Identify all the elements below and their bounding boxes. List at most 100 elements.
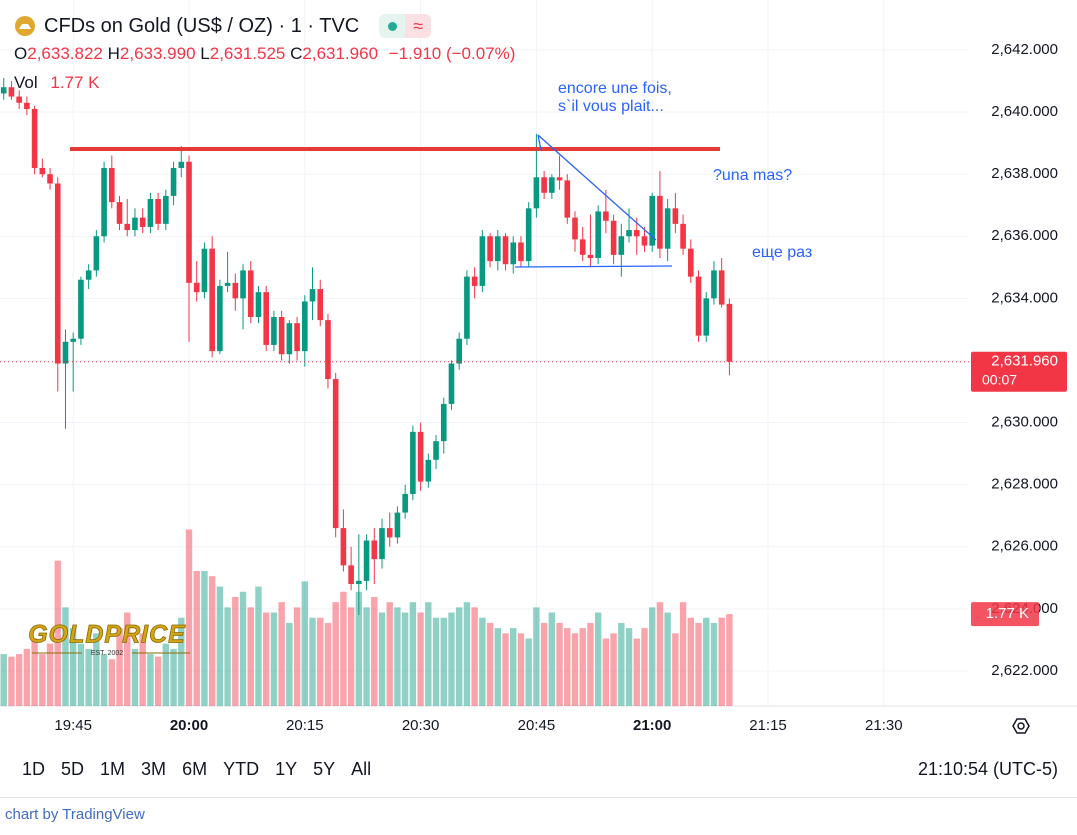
volume-bar (108, 659, 115, 706)
candle-body (541, 177, 547, 193)
volume-bar (293, 607, 301, 706)
candle-body (525, 208, 532, 262)
candle-body (657, 195, 663, 249)
ohlc-row: O2,633.822 H2,633.990 L2,631.525 C2,631.… (14, 44, 515, 64)
candle-body (649, 195, 655, 246)
candle-body (572, 217, 578, 240)
volume-bar (324, 622, 332, 706)
candle-body (147, 199, 154, 227)
volume-bar (85, 648, 92, 706)
volume-bar (401, 612, 409, 706)
candle-body (170, 167, 177, 196)
volume-bar (533, 607, 540, 706)
candle-body (564, 180, 571, 218)
volume-bar (463, 602, 471, 706)
candle-body (549, 177, 555, 193)
candle-body (186, 161, 192, 283)
candle-body (695, 276, 702, 336)
candle-body (471, 276, 478, 286)
trend-line (537, 134, 657, 241)
volume-bar (540, 622, 548, 706)
candle-body (101, 167, 107, 237)
candle-body (332, 379, 339, 529)
volume-bar (70, 628, 77, 706)
volume-bar (394, 607, 401, 706)
volume-name: Vol (14, 73, 38, 92)
volume-bar (185, 529, 193, 706)
candle-body (502, 236, 509, 265)
candle-body (556, 177, 563, 181)
range-bar: 1D 5D 1M 3M 6M YTD 1Y 5Y All (22, 759, 387, 780)
volume-bar (363, 607, 370, 706)
last-price-box (971, 351, 1067, 392)
volume-layer (0, 529, 733, 706)
volume-bar (718, 617, 725, 706)
candle-body (62, 341, 69, 364)
candle-body (688, 248, 694, 277)
volume-bar (116, 628, 123, 706)
volume-bar (471, 607, 478, 706)
settings-shape (1012, 718, 1030, 734)
x-tick-label: 21:30 (865, 717, 903, 734)
change: −1.910 (−0.07%) (388, 44, 516, 63)
volume-bar (432, 617, 440, 706)
market-status (379, 14, 406, 38)
volume-bar (494, 628, 501, 706)
range-button[interactable]: YTD (223, 759, 260, 779)
candle-body (193, 282, 200, 293)
y-tick-label: 2,628.000 (991, 476, 1058, 493)
candle-body (356, 580, 362, 584)
separator (0, 797, 1077, 798)
volume-bar (625, 628, 633, 706)
candle-body (595, 211, 601, 258)
candle-body (255, 292, 262, 317)
range-button[interactable]: 1D (22, 759, 46, 779)
candle-body (533, 177, 540, 209)
volume-bar (425, 602, 432, 706)
volume-bar (178, 617, 185, 706)
settings-icon[interactable] (1012, 718, 1030, 734)
grid (0, 0, 1077, 707)
candle-body (39, 167, 46, 175)
candle-body (294, 323, 300, 352)
candle-body (309, 289, 316, 302)
candle-body (464, 276, 470, 339)
header-title-row: CFDs on Gold (US$ / OZ) · 1 · TVC ≈ (14, 14, 432, 38)
ohlc-value: 2,633.822 (27, 44, 103, 63)
last-price-label: 2,631.960 (991, 353, 1058, 370)
volume-bar (579, 628, 586, 706)
ohlc-value: 2,631.960 (302, 44, 379, 63)
volume-bar (309, 617, 316, 706)
candle-body (16, 96, 22, 103)
volume-bar (39, 654, 46, 706)
volume-bar (147, 654, 154, 706)
volume-bar (77, 643, 85, 706)
candle-body (603, 211, 609, 221)
candle-body (278, 316, 285, 355)
volume-bar (633, 638, 640, 706)
range-button[interactable]: 3M (141, 759, 167, 779)
status-dot (387, 21, 397, 31)
volume-bar (340, 591, 347, 706)
range-button[interactable]: 5Y (313, 759, 336, 779)
credit[interactable]: chart by TradingView (5, 806, 145, 823)
volume-bar (239, 591, 247, 706)
range-button[interactable]: 1Y (275, 759, 298, 779)
range-button[interactable]: All (351, 759, 372, 779)
y-tick-label: 2,622.000 (991, 662, 1058, 679)
annotation: ?una mas? (713, 167, 792, 184)
range-button[interactable]: 1M (100, 759, 126, 779)
candle-body (618, 236, 625, 255)
volume-bar (93, 633, 100, 706)
status-pill[interactable]: ≈ (379, 14, 432, 38)
candle-body (664, 208, 671, 249)
range-button[interactable]: 5D (61, 759, 85, 779)
candle-body (93, 236, 100, 271)
candle-body (217, 285, 223, 352)
y-tick-label: 2,630.000 (991, 414, 1058, 431)
candle-body (386, 528, 393, 538)
candle-body (85, 270, 92, 280)
ohlc-label: O (14, 44, 28, 63)
candle-body (109, 167, 115, 203)
range-button[interactable]: 6M (182, 759, 208, 779)
